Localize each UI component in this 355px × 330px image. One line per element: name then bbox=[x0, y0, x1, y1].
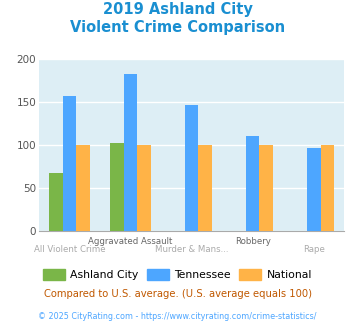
Text: Robbery: Robbery bbox=[235, 237, 271, 246]
Bar bbox=[260, 145, 273, 231]
Text: 2019 Ashland City: 2019 Ashland City bbox=[103, 2, 252, 16]
Bar bbox=[307, 148, 321, 231]
Bar bbox=[198, 145, 212, 231]
Bar bbox=[49, 173, 63, 231]
Text: © 2025 CityRating.com - https://www.cityrating.com/crime-statistics/: © 2025 CityRating.com - https://www.city… bbox=[38, 312, 317, 321]
Bar bbox=[76, 145, 90, 231]
Bar bbox=[110, 143, 124, 231]
Bar bbox=[137, 145, 151, 231]
Text: Rape: Rape bbox=[303, 245, 325, 254]
Bar bbox=[246, 136, 260, 231]
Legend: Ashland City, Tennessee, National: Ashland City, Tennessee, National bbox=[39, 264, 316, 284]
Bar bbox=[124, 74, 137, 231]
Text: Compared to U.S. average. (U.S. average equals 100): Compared to U.S. average. (U.S. average … bbox=[44, 289, 311, 299]
Bar bbox=[185, 105, 198, 231]
Text: Violent Crime Comparison: Violent Crime Comparison bbox=[70, 20, 285, 35]
Text: All Violent Crime: All Violent Crime bbox=[34, 245, 105, 254]
Text: Murder & Mans...: Murder & Mans... bbox=[155, 245, 229, 254]
Bar bbox=[321, 145, 334, 231]
Text: Aggravated Assault: Aggravated Assault bbox=[88, 237, 173, 246]
Bar bbox=[63, 96, 76, 231]
